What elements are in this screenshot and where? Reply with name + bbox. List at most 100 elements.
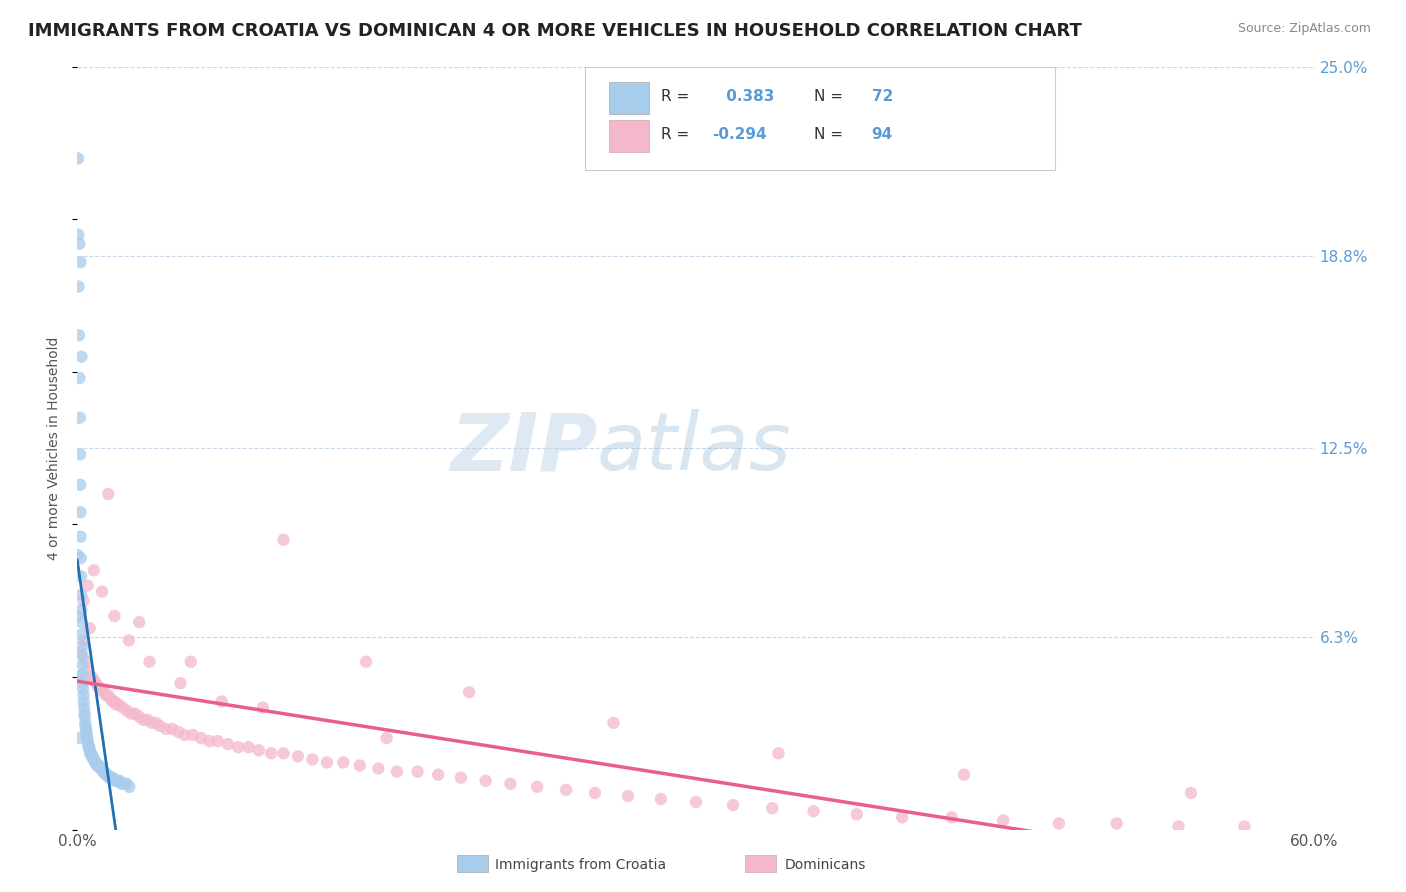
- Point: [111, 700, 134, 714]
- Point: [149, 719, 172, 733]
- Point: [273, 533, 295, 547]
- Point: [87, 758, 110, 772]
- Point: [526, 780, 548, 794]
- Point: [953, 767, 976, 781]
- Point: [90, 762, 112, 776]
- Point: [70, 569, 93, 583]
- Point: [97, 689, 120, 703]
- Point: [136, 713, 159, 727]
- Point: [103, 694, 125, 708]
- Text: N =: N =: [814, 128, 842, 143]
- Text: R =: R =: [661, 128, 689, 143]
- Point: [84, 676, 107, 690]
- Point: [132, 713, 155, 727]
- Point: [91, 584, 114, 599]
- Point: [120, 706, 142, 721]
- Point: [73, 694, 96, 708]
- Point: [474, 773, 496, 788]
- Point: [86, 758, 108, 772]
- Point: [96, 689, 118, 703]
- Point: [77, 737, 100, 751]
- Point: [101, 771, 124, 785]
- Point: [155, 722, 177, 736]
- Point: [76, 578, 98, 592]
- Point: [721, 798, 744, 813]
- Point: [108, 773, 131, 788]
- Point: [128, 615, 150, 629]
- Point: [845, 807, 868, 822]
- Point: [385, 764, 408, 779]
- Point: [141, 715, 163, 730]
- Point: [217, 737, 239, 751]
- Point: [315, 756, 337, 770]
- Text: atlas: atlas: [598, 409, 792, 487]
- Point: [66, 152, 89, 166]
- Point: [67, 328, 90, 343]
- Point: [70, 640, 93, 654]
- Text: 72: 72: [872, 89, 893, 104]
- Point: [79, 746, 101, 760]
- Point: [69, 447, 91, 461]
- Point: [112, 777, 135, 791]
- Point: [211, 694, 233, 708]
- Point: [803, 804, 825, 818]
- Point: [349, 758, 371, 772]
- Point: [72, 689, 94, 703]
- Point: [66, 609, 89, 624]
- Point: [941, 810, 963, 824]
- Point: [67, 731, 90, 745]
- Point: [107, 698, 129, 712]
- Point: [354, 655, 377, 669]
- Point: [77, 740, 100, 755]
- Point: [69, 551, 91, 566]
- Point: [650, 792, 672, 806]
- Point: [91, 764, 114, 779]
- Point: [180, 655, 202, 669]
- Point: [76, 728, 98, 742]
- Point: [94, 767, 117, 781]
- Point: [69, 530, 91, 544]
- Point: [1180, 786, 1202, 800]
- Point: [76, 731, 98, 745]
- Point: [375, 731, 398, 745]
- Point: [247, 743, 270, 757]
- Point: [499, 777, 522, 791]
- Point: [96, 767, 118, 781]
- Point: [72, 667, 94, 681]
- Point: [555, 783, 578, 797]
- Point: [69, 255, 91, 269]
- Point: [80, 749, 103, 764]
- Point: [93, 764, 115, 779]
- Point: [80, 746, 103, 760]
- Point: [124, 706, 146, 721]
- Point: [83, 563, 105, 577]
- Point: [67, 227, 90, 242]
- Text: Dominicans: Dominicans: [785, 858, 866, 872]
- Point: [1167, 820, 1189, 834]
- Point: [69, 478, 91, 492]
- Point: [105, 773, 128, 788]
- Point: [67, 236, 90, 251]
- Point: [301, 752, 323, 766]
- Point: [91, 682, 114, 697]
- Point: [72, 682, 94, 697]
- Point: [79, 621, 101, 635]
- Point: [89, 758, 111, 772]
- Point: [110, 777, 132, 791]
- Point: [993, 814, 1015, 828]
- Point: [617, 789, 640, 803]
- Point: [104, 773, 127, 788]
- Text: Immigrants from Croatia: Immigrants from Croatia: [495, 858, 666, 872]
- Point: [602, 715, 624, 730]
- FancyBboxPatch shape: [609, 120, 650, 153]
- Point: [583, 786, 606, 800]
- Point: [87, 679, 110, 693]
- Point: [82, 749, 104, 764]
- Point: [79, 740, 101, 755]
- Point: [115, 777, 138, 791]
- Point: [89, 682, 111, 697]
- Point: [89, 762, 111, 776]
- Point: [167, 725, 190, 739]
- Point: [406, 764, 429, 779]
- Point: [427, 767, 450, 781]
